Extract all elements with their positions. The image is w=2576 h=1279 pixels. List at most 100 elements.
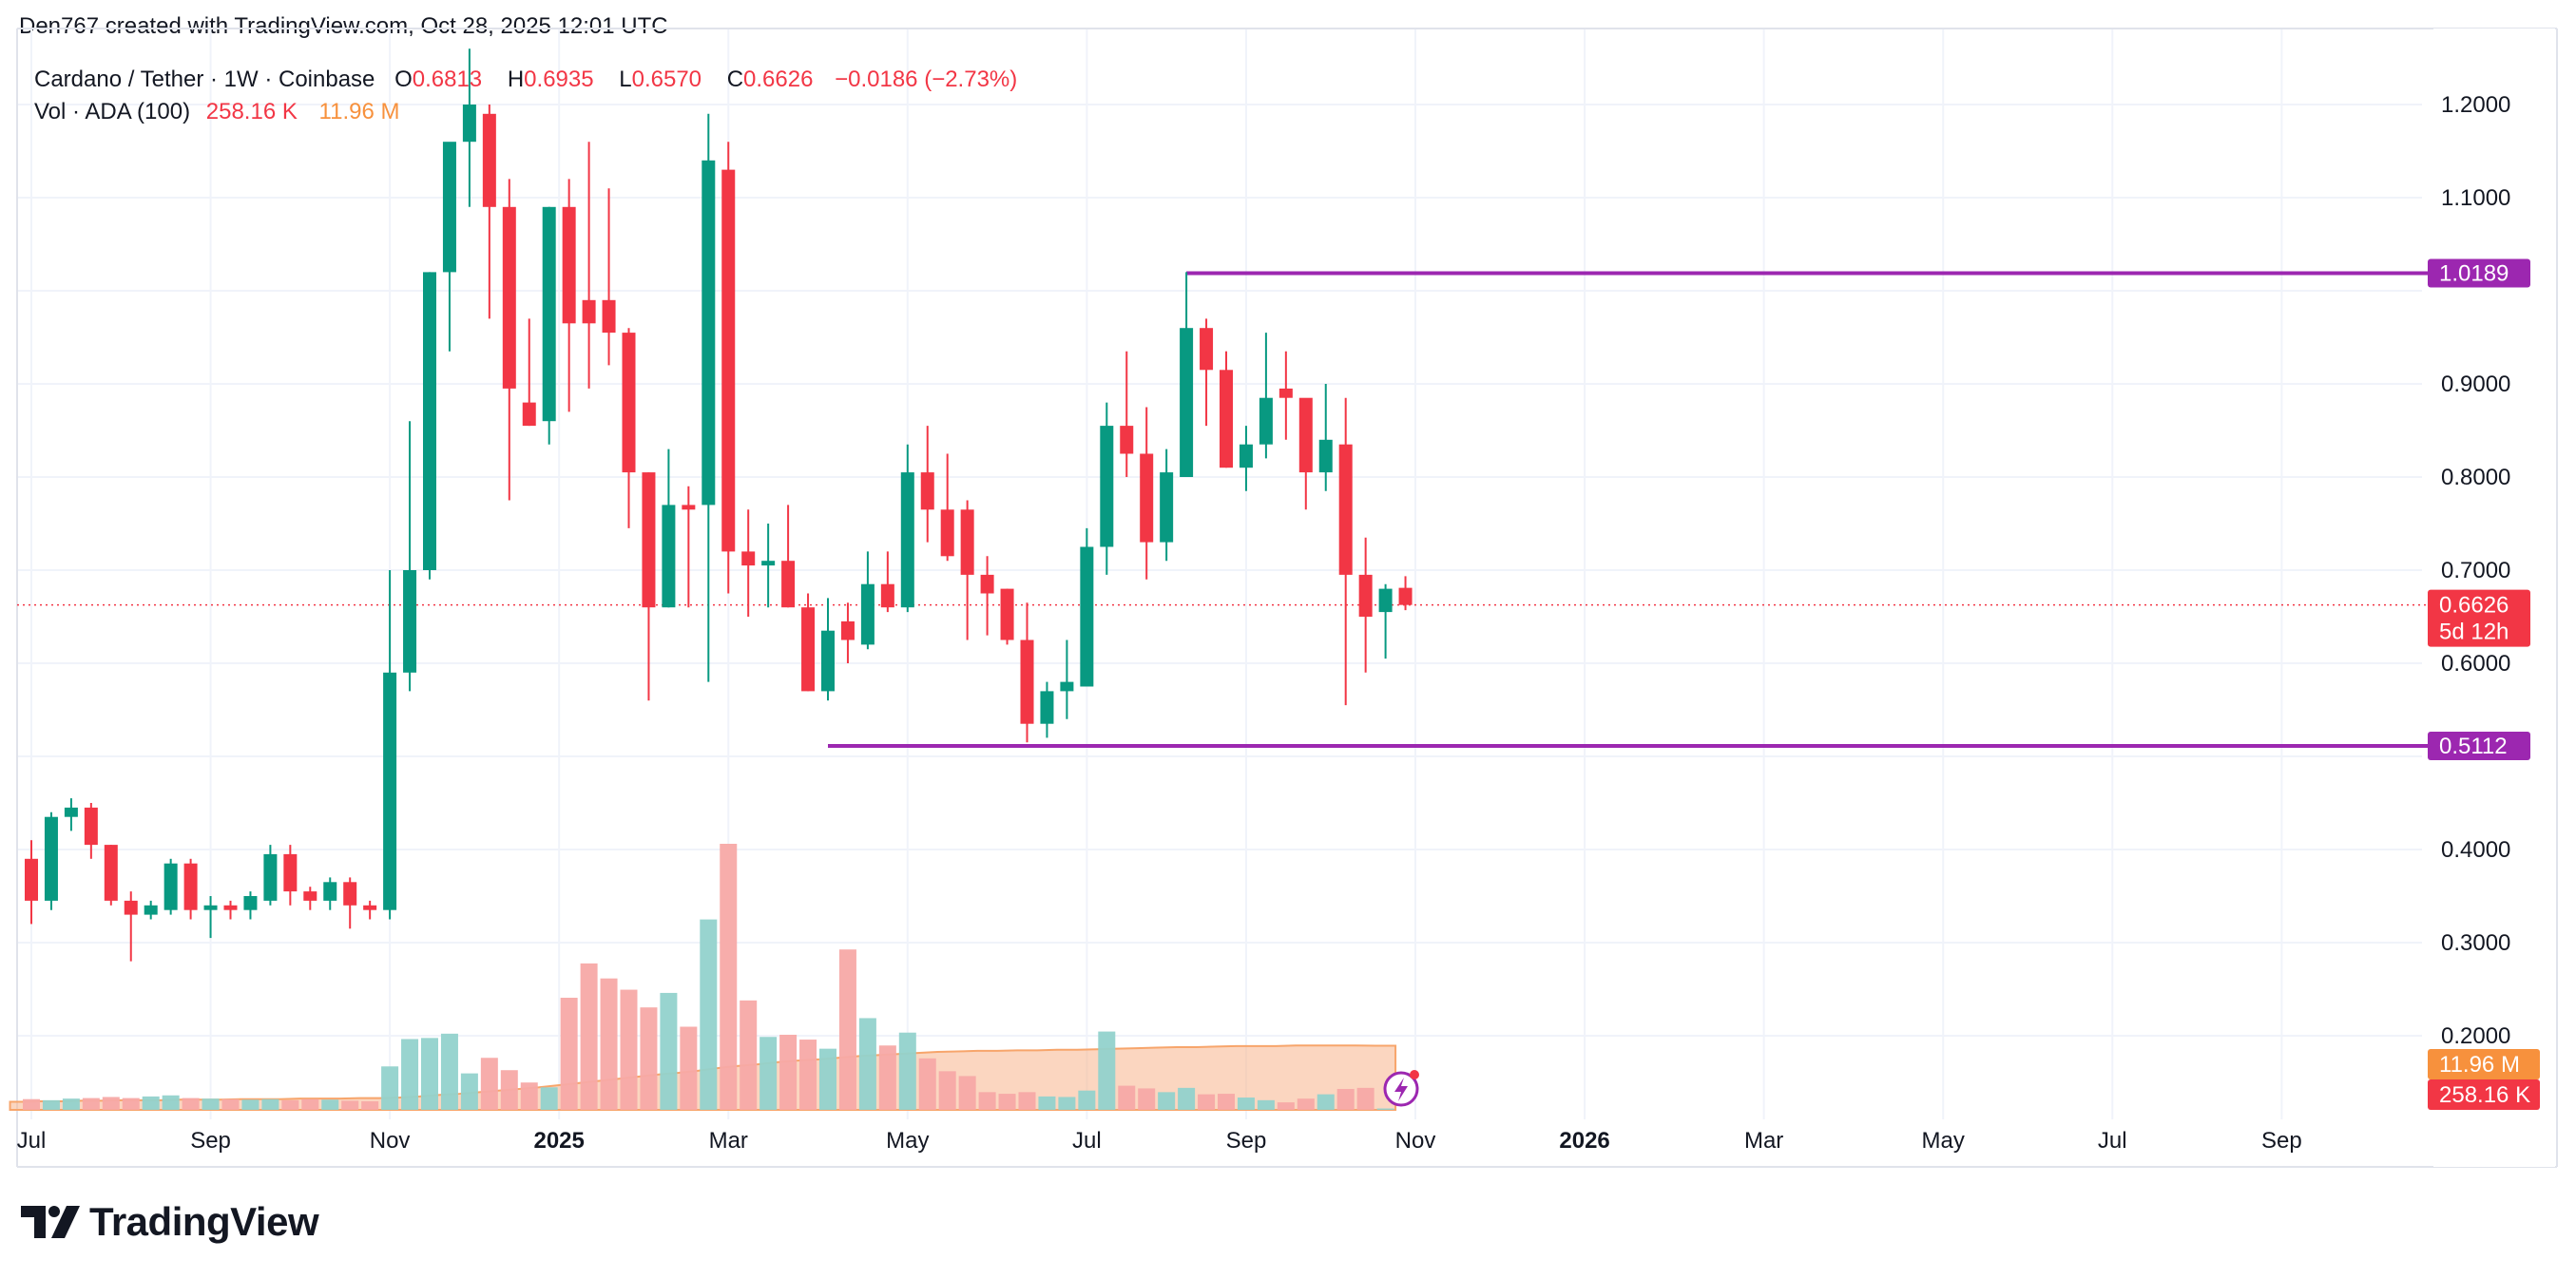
volume-value: 258.16 K (205, 99, 298, 124)
candle-body (761, 561, 776, 566)
volume-bar (700, 919, 718, 1110)
x-tick-label: Nov (1395, 1128, 1436, 1154)
candle-body (263, 853, 278, 901)
candle-body (1120, 426, 1134, 454)
volume-bar (1336, 1088, 1355, 1110)
candle-body (1180, 328, 1194, 477)
x-tick-label: Nov (370, 1128, 411, 1154)
candle-body (1278, 388, 1293, 398)
candle-body (1160, 472, 1174, 543)
volume-bar (182, 1098, 200, 1110)
candle-body (462, 105, 476, 143)
x-tick-label: May (1922, 1128, 1965, 1154)
volume-bar (1078, 1090, 1096, 1110)
candle-body (622, 333, 636, 473)
low-value: 0.6570 (631, 67, 702, 92)
volume-bar (540, 1087, 558, 1110)
chart-extras (1383, 1070, 1419, 1107)
candle-body (821, 630, 835, 692)
candle-body (323, 882, 337, 901)
volume-bar (1198, 1094, 1216, 1110)
volume-bar (799, 1040, 817, 1110)
volume-bar (102, 1097, 120, 1110)
volume-bar (321, 1099, 339, 1110)
x-tick-label: 2026 (1559, 1128, 1609, 1154)
candle-body (960, 509, 974, 575)
volume-bar (740, 1000, 758, 1110)
candle-body (442, 142, 456, 273)
candle-body (1239, 444, 1253, 468)
volume-badge (2428, 1049, 2540, 1079)
candle-body (25, 858, 38, 901)
candle-body (1318, 439, 1333, 473)
x-tick-label: May (886, 1128, 929, 1154)
volume-bar (42, 1099, 60, 1110)
volume-bar (261, 1098, 279, 1110)
x-tick-label: Sep (190, 1128, 231, 1154)
volume-bar (1297, 1098, 1315, 1110)
y-tick-label: 0.9000 (2441, 372, 2510, 397)
candle-body (403, 570, 417, 673)
volume-bar (918, 1058, 936, 1110)
current-price-label: 0.6626 (2439, 593, 2509, 619)
candle-body (860, 583, 875, 645)
candle-body (1140, 453, 1154, 543)
volume-bar (142, 1096, 160, 1110)
lightning-bolt (1394, 1078, 1408, 1101)
volume-bar (1018, 1092, 1036, 1110)
candle-body (1060, 681, 1074, 692)
y-tick-label: 1.1000 (2441, 185, 2510, 211)
volume-badge-label: 11.96 M (2439, 1052, 2520, 1078)
volume-bar (680, 1026, 698, 1110)
lightning-icon[interactable] (1383, 1070, 1419, 1107)
x-tick-label: Jul (2098, 1128, 2127, 1154)
volume-bar (500, 1070, 518, 1110)
volume-bar (620, 989, 638, 1110)
y-tick-label: 1.2000 (2441, 92, 2510, 118)
candle-body (183, 863, 198, 910)
volume-label[interactable]: Vol · ADA (100) (34, 99, 191, 124)
ohlc-legend: Cardano / Tether · 1W · Coinbase O0.6813… (34, 67, 1032, 93)
candle-body (662, 505, 676, 608)
volume-bar (1138, 1088, 1156, 1110)
candle-body (1100, 426, 1114, 547)
candle-body (582, 299, 596, 324)
volume-bar (1317, 1094, 1335, 1110)
volume-bar (1237, 1098, 1255, 1110)
candle-body (502, 206, 516, 389)
volume-bar (1356, 1087, 1375, 1110)
volume-bar (720, 844, 738, 1110)
candle-body (1020, 640, 1034, 724)
candle-body (1220, 370, 1233, 468)
axes: 0.2000 0.3000 0.4000 0.6000 0.7000 0.8000 0.90… (17, 29, 2555, 1167)
candle-body (642, 472, 656, 608)
candle-body (243, 896, 258, 910)
candle-body (343, 882, 357, 906)
candle-body (741, 551, 756, 566)
candle-body (423, 272, 436, 570)
volume-bar (660, 992, 678, 1110)
volume-ma-value: 11.96 M (318, 99, 400, 124)
candle-body (223, 905, 238, 910)
volume-bar (1218, 1094, 1235, 1110)
candle-body (1398, 587, 1413, 605)
volume-bar (560, 998, 578, 1110)
tradingview-logo[interactable]: TradingView (21, 1199, 319, 1245)
open-value: 0.6813 (412, 67, 483, 92)
volume-bar (1098, 1031, 1116, 1110)
candle-body (1200, 328, 1214, 371)
candle-body (363, 905, 377, 910)
volume-bar (600, 978, 618, 1110)
candle-body (1338, 444, 1353, 575)
volume-bar (1277, 1102, 1295, 1110)
y-tick-label: 0.4000 (2441, 837, 2510, 863)
volume-bar (241, 1099, 260, 1110)
candle-body (163, 863, 178, 910)
volume-bar (1118, 1085, 1136, 1110)
volume-bar (1058, 1097, 1076, 1110)
symbol-label[interactable]: Cardano / Tether · 1W · Coinbase (34, 67, 375, 92)
volume-badge (2428, 1079, 2540, 1110)
price-line-badge (2428, 258, 2530, 288)
